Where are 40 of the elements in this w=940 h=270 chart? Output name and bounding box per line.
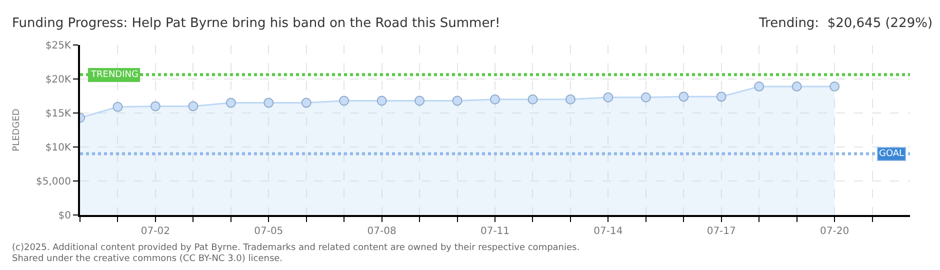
point [490,94,500,104]
point [301,98,312,108]
point [188,101,198,112]
chart-subtitle: Trending: $20,645 (229%) [758,16,933,31]
x-tick-label: 07-14 [594,226,623,237]
x-tick-label: 07-11 [480,226,510,237]
point [754,81,764,92]
y-tick-label: $20K [45,74,72,86]
point [603,92,614,102]
point [678,92,689,102]
x-tick-label: 07-17 [706,226,736,237]
point [565,94,576,104]
point [376,96,387,106]
y-tick-label: $5,000 [36,176,71,188]
text: Shared under the creative commons (CC BY-NC 3.0) license. [12,254,283,264]
point [716,92,726,102]
point [112,102,123,112]
ref-line-label: TRENDING [90,70,138,80]
point [264,98,274,108]
point [830,81,840,92]
point [452,96,462,106]
point [640,92,651,102]
ref-line-label: GOAL [879,149,904,159]
x-tick-label: 07-02 [140,226,170,237]
y-axis-title: PLEDGED [12,108,22,152]
point [792,81,802,92]
y-tick-label: $0 [58,210,71,222]
x-tick-label: 07-08 [367,226,396,237]
text: (c)2025. Additional content provided by Pat Byrne. Trademarks and related content are owned by their respective companies. [12,243,580,253]
chart-title: Funding Progress: Help Pat Byrne bring his band on the Road this Summer! [12,16,500,31]
x-tick-label: 07-05 [254,226,284,237]
x-tick-label: 07-20 [820,226,850,237]
y-tick-label: $25K [45,40,72,52]
point [528,94,538,104]
point [150,101,160,112]
y-tick-label: $15K [45,108,72,120]
y-tick-label: $10K [45,142,72,154]
point [339,96,350,106]
point [414,96,425,106]
point [226,98,236,108]
